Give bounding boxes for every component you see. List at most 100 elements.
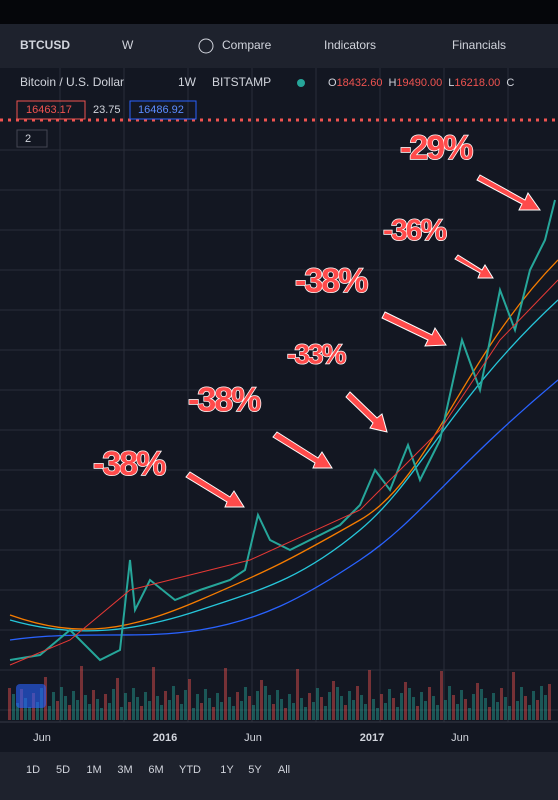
volume-bar (272, 704, 275, 720)
indicator-toggle[interactable] (16, 129, 48, 148)
volume-bar (536, 700, 539, 720)
volume-bar (168, 700, 171, 720)
annotation: -36% (383, 214, 446, 247)
volume-bar (236, 692, 239, 720)
ohlc-value: 18432.60 (337, 77, 383, 89)
volume-bar (172, 686, 175, 720)
x-axis: Jun 2016 Jun 2017 Jun (33, 732, 469, 744)
ohlc-value: 16218.00 (454, 77, 500, 89)
arrows (185, 174, 541, 508)
bid-box (16, 100, 86, 120)
volume-bar (100, 708, 103, 720)
volume-bar (484, 698, 487, 720)
volume-bar (364, 704, 367, 720)
volume-bar (452, 695, 455, 720)
volume-bar (332, 681, 335, 720)
volume-bar (460, 690, 463, 720)
volume-bar (300, 698, 303, 720)
volume-bar (72, 691, 75, 720)
indicators[interactable]: Indicators (324, 38, 376, 52)
timeframe-button[interactable]: All (278, 764, 290, 776)
volume-bar (232, 706, 235, 720)
volume-bar (288, 694, 291, 720)
volume-bar (528, 705, 531, 720)
volume-bar (432, 696, 435, 720)
volume-bar (264, 686, 267, 720)
volume-bar (464, 699, 467, 720)
volume-bar (500, 688, 503, 720)
timeframe-button[interactable]: 5D (56, 764, 70, 776)
volume-bar (268, 695, 271, 720)
exchange: BITSTAMP (212, 75, 271, 89)
bottom-bar (0, 752, 558, 800)
ohlc-value: 19490.00 (396, 77, 442, 89)
volume-bar (408, 688, 411, 720)
ask: 16486.92 (138, 104, 184, 116)
volume-bar (544, 695, 547, 720)
indicator-count: 2 (25, 133, 31, 145)
x-label: Jun (244, 732, 262, 744)
financials[interactable]: Financials (452, 38, 506, 52)
volume-bar (68, 705, 71, 720)
volume-bar (492, 693, 495, 720)
ma-long (9, 379, 558, 641)
volume-bar (220, 702, 223, 720)
legend: Bitcoin / U.S. Dollar 1W BITSTAMP O18432… (16, 75, 514, 148)
volume-bar (396, 707, 399, 720)
volume-bar (548, 684, 551, 720)
volume-bar (96, 699, 99, 720)
timeframe-button[interactable]: 1M (86, 764, 101, 776)
volume-bar (60, 687, 63, 720)
volume-bar (224, 668, 227, 720)
volume-bar (28, 707, 31, 720)
spread: 23.75 (93, 104, 121, 116)
volume-bar (372, 699, 375, 720)
annotation: -29% (400, 129, 473, 167)
volume-bar (476, 683, 479, 720)
ohlc: O18432.60 H19490.00 L16218.00 C (328, 77, 514, 89)
symbol[interactable]: BTCUSD (20, 38, 70, 52)
volume-bar (156, 696, 159, 720)
timeframe-button[interactable]: 1D (26, 764, 40, 776)
timeframe-button[interactable]: 3M (117, 764, 132, 776)
volume-bar (208, 698, 211, 720)
volume-bar (108, 703, 111, 720)
volume-bar (312, 702, 315, 720)
toolbar (0, 24, 558, 68)
x-label: 2016 (153, 732, 177, 744)
volume-bar (504, 697, 507, 720)
timeframe-button[interactable]: 6M (148, 764, 163, 776)
volume-bar (104, 694, 107, 720)
bid: 16463.17 (26, 104, 72, 116)
volume-bar (384, 703, 387, 720)
timeframe-button[interactable]: 1Y (220, 764, 234, 776)
volume-bar (468, 708, 471, 720)
compare[interactable]: Compare (222, 38, 272, 52)
volume-bar (368, 670, 371, 720)
volume-bar (120, 707, 123, 720)
logo (16, 684, 46, 708)
interval[interactable]: W (122, 38, 134, 52)
volume-bar (496, 702, 499, 720)
volume-bar (320, 697, 323, 720)
volume-bar (428, 687, 431, 720)
volume-bar (284, 708, 287, 720)
x-label: Jun (33, 732, 51, 744)
volume-bar (392, 698, 395, 720)
volume-bar (540, 686, 543, 720)
volume-bar (532, 691, 535, 720)
volume-bar (424, 701, 427, 720)
symbol-name: Bitcoin / U.S. Dollar (20, 75, 124, 89)
annotation: -38% (188, 381, 261, 419)
x-label: 2017 (360, 732, 384, 744)
volume-bar (292, 703, 295, 720)
timeframe-button[interactable]: 5Y (248, 764, 262, 776)
volume-bar (472, 694, 475, 720)
volume-bar (316, 688, 319, 720)
ohlc-label: H (388, 77, 396, 89)
volume-bar (176, 695, 179, 720)
volume (8, 666, 551, 720)
toolbar-items: BTCUSD W Compare Indicators Financials (20, 38, 506, 54)
timeframe-button[interactable]: YTD (179, 764, 201, 776)
